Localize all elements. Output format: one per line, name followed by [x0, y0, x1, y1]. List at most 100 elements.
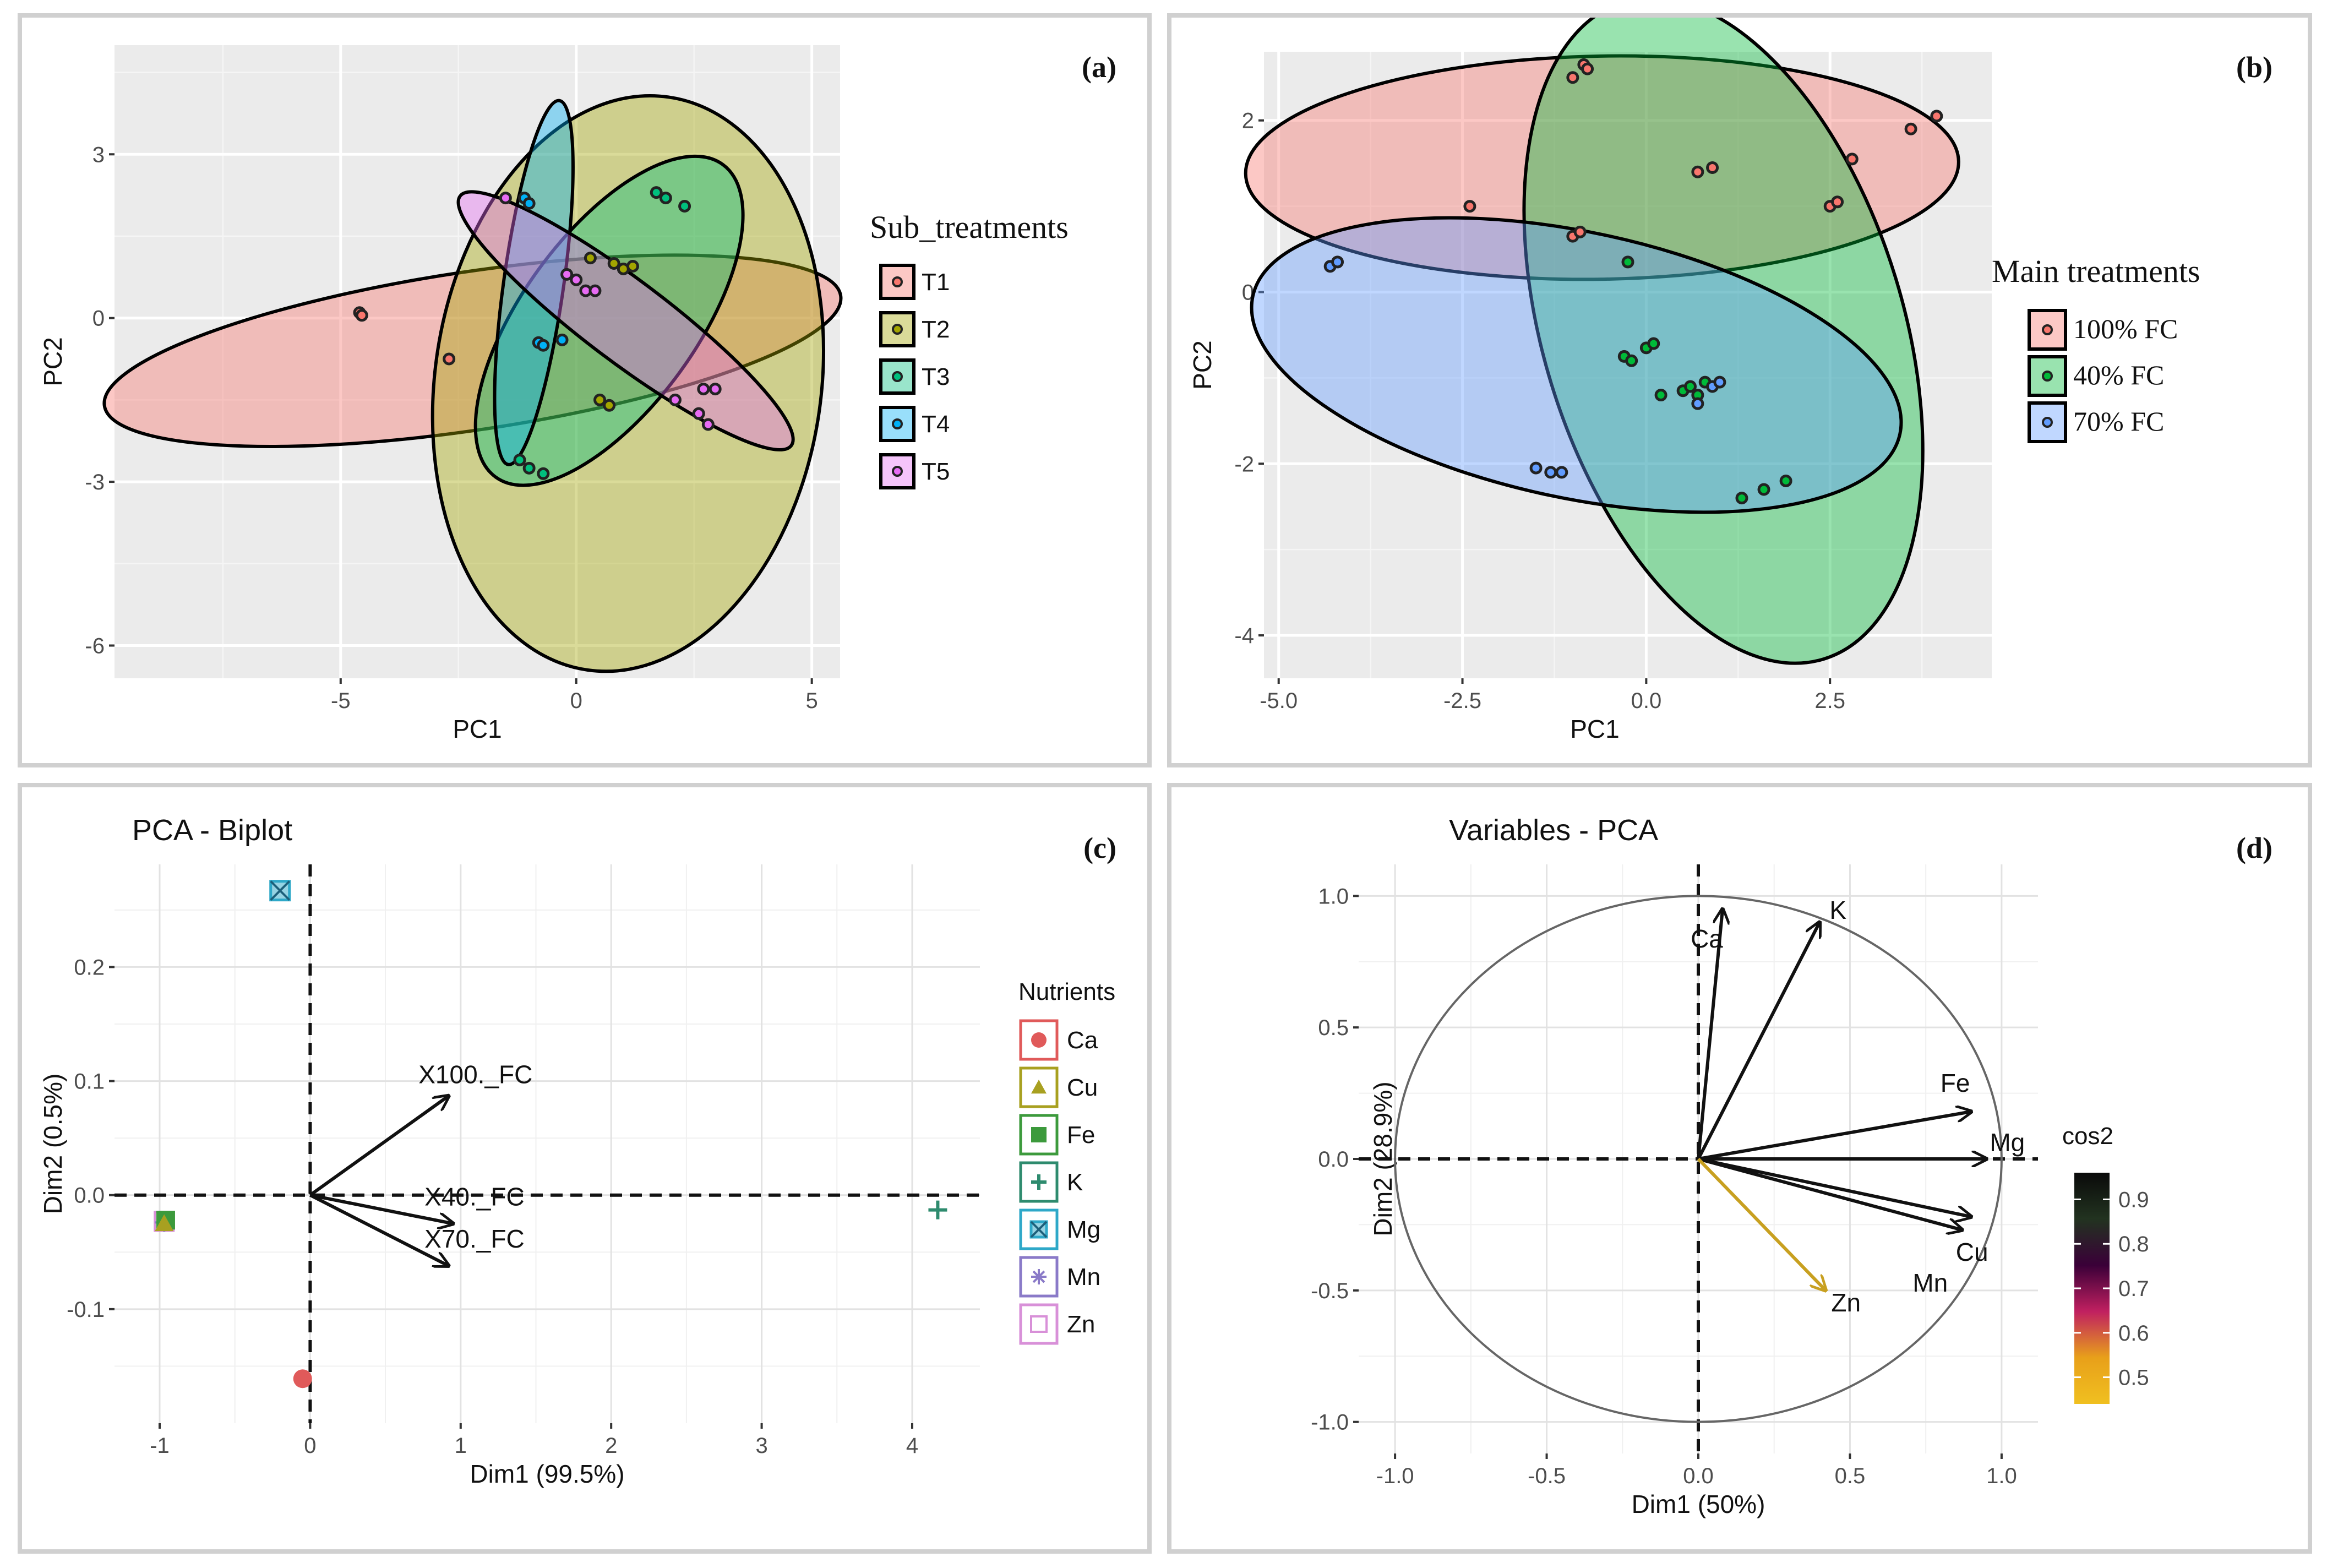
- point-t2: [607, 257, 620, 270]
- x-tick-label: -1.0: [1376, 1464, 1414, 1488]
- y-tick-label: 0.1: [74, 1070, 105, 1094]
- x-axis-label: Dim1 (50%): [1632, 1490, 1765, 1518]
- y-tick-label: 0.5: [1318, 1016, 1349, 1040]
- chart-title: PCA - Biplot: [132, 814, 292, 847]
- point-100-fc: [1904, 122, 1917, 135]
- point-100-fc: [1691, 165, 1704, 178]
- point-100-fc: [1566, 71, 1579, 84]
- x-tick-label: 0: [570, 689, 582, 713]
- point-40-fc: [1757, 483, 1770, 496]
- panel-a: -5 0 5 -6 -3 0 3 PC1 PC2 (a) Sub_treatments T1 T2 T3 T…: [18, 13, 1152, 767]
- plot-background: [115, 45, 840, 678]
- legend-point-t2: [892, 324, 903, 335]
- panel-b: -5.0 -2.5 0.0 2.5 -4 -2 0 2 PC1 PC2 (b) Main treatm…: [1167, 13, 2312, 767]
- y-tick-label: -4: [1234, 624, 1254, 648]
- legend-point-t4: [892, 418, 903, 429]
- point-t1: [443, 352, 456, 366]
- x-tick-label: 3: [755, 1434, 767, 1458]
- x-tick-label: 0.5: [1835, 1464, 1866, 1488]
- point-40-fc: [1735, 492, 1748, 505]
- point-legend-fe: [1031, 1127, 1047, 1142]
- x-axis-label: PC1: [1570, 715, 1619, 743]
- y-tick-label: -0.5: [1311, 1279, 1349, 1303]
- legend-title: Main treatments: [1992, 253, 2200, 289]
- point-t4: [537, 339, 550, 352]
- x-tick-label: -5: [331, 689, 351, 713]
- ellipse-t1: [102, 253, 843, 448]
- legend-label-k: K: [1067, 1169, 1083, 1196]
- legend-label-mg: Mg: [1067, 1216, 1100, 1243]
- point-40-fc: [1779, 474, 1792, 487]
- point-legend-zn: [1030, 1315, 1048, 1333]
- x-tick-label: -0.5: [1528, 1464, 1566, 1488]
- x-tick-label: 0.0: [1631, 689, 1662, 713]
- chart-title: Variables - PCA: [1449, 814, 1658, 847]
- point-t3: [650, 186, 663, 199]
- vector-zn: [1697, 1157, 1825, 1291]
- point-40-fc: [1684, 380, 1697, 393]
- x-tick-label: -5.0: [1260, 689, 1298, 713]
- point-40-fc: [1625, 354, 1638, 367]
- panel-c: -1 0 1 2 3 4 -0.1 0.0 0.1 0.2 Dim1 (99.5%) Dim2 (0.…: [18, 783, 1152, 1554]
- vector-label-ca: Ca: [1691, 924, 1723, 953]
- point-t5: [560, 268, 574, 281]
- point-legend-ca: [1031, 1032, 1047, 1048]
- y-tick-label: 3: [92, 143, 105, 167]
- point-70-fc: [1529, 461, 1543, 475]
- vector-label-x100-fc: X100._FC: [418, 1060, 532, 1089]
- vector-cu: [1698, 1157, 1971, 1217]
- y-axis-label: Dim2 (0.5%): [39, 1074, 67, 1215]
- legend-label-t5: T5: [922, 458, 950, 485]
- ellipse-t3: [473, 154, 745, 487]
- point-40-fc: [1647, 337, 1660, 350]
- colorbar-tick-label: 0.8: [2118, 1232, 2149, 1256]
- y-tick-label: 2: [1242, 109, 1254, 133]
- legend-label-ca: Ca: [1067, 1027, 1098, 1054]
- legend-point-t1: [892, 276, 903, 287]
- x-tick-label: 2: [605, 1434, 617, 1458]
- x-axis-label: PC1: [453, 715, 502, 743]
- point-t1: [355, 309, 368, 322]
- point-t4: [555, 333, 569, 346]
- point-cu: [155, 1214, 174, 1232]
- colorbar-tick-label: 0.9: [2118, 1188, 2149, 1212]
- point-t5: [697, 383, 710, 396]
- vector-x70-fc: [309, 1194, 449, 1266]
- legend-title: Sub_treatments: [870, 209, 1069, 245]
- y-tick-label: 0: [92, 307, 105, 331]
- y-tick-label: 0.0: [1318, 1147, 1349, 1172]
- colorbar-tick-label: 0.5: [2118, 1366, 2149, 1390]
- panel-label: (c): [1083, 831, 1116, 864]
- vector-k: [1697, 922, 1819, 1160]
- point-70-fc: [1331, 255, 1344, 269]
- panel-label: (a): [1082, 51, 1116, 84]
- x-tick-label: 5: [806, 689, 818, 713]
- point-t5: [570, 273, 583, 286]
- y-tick-label: -2: [1234, 452, 1254, 476]
- legend-point-70-fc: [2042, 417, 2053, 428]
- point-70-fc: [1691, 397, 1704, 410]
- y-axis-label: PC2: [39, 337, 67, 386]
- panel-label: (d): [2236, 831, 2272, 864]
- ellipse-t5: [456, 190, 795, 451]
- panel-d: -1.0 -0.5 0.0 0.5 1.0 -1.0 -0.5 0.0 0.5 1.0 Dim1 (…: [1167, 783, 2312, 1554]
- x-tick-label: 1.0: [1986, 1464, 2017, 1488]
- point-t2: [603, 399, 616, 412]
- point-70-fc: [1713, 375, 1726, 389]
- legend-title: cos2: [2062, 1123, 2113, 1150]
- chart-d: -1.0 -0.5 0.0 0.5 1.0 -1.0 -0.5 0.0 0.5 1.0 Dim1 (…: [1311, 814, 2272, 1518]
- chart-c: -1 0 1 2 3 4 -0.1 0.0 0.1 0.2 Dim1 (99.5%) Dim2 (0.…: [39, 814, 1116, 1488]
- legend-title: Nutrients: [1018, 978, 1115, 1005]
- y-tick-label: -1.0: [1311, 1411, 1349, 1435]
- vector-label-cu: Cu: [1956, 1238, 1988, 1266]
- point-t2: [593, 393, 607, 406]
- point-70-fc: [1555, 466, 1568, 479]
- y-tick-label: -6: [85, 634, 105, 658]
- point-t5: [668, 393, 682, 406]
- point-t3: [513, 453, 526, 466]
- point-70-fc: [1544, 466, 1557, 479]
- y-tick-label: 1.0: [1318, 884, 1349, 908]
- x-tick-label: -2.5: [1443, 689, 1481, 713]
- point-40-fc: [1654, 389, 1667, 402]
- point-t2: [626, 260, 639, 273]
